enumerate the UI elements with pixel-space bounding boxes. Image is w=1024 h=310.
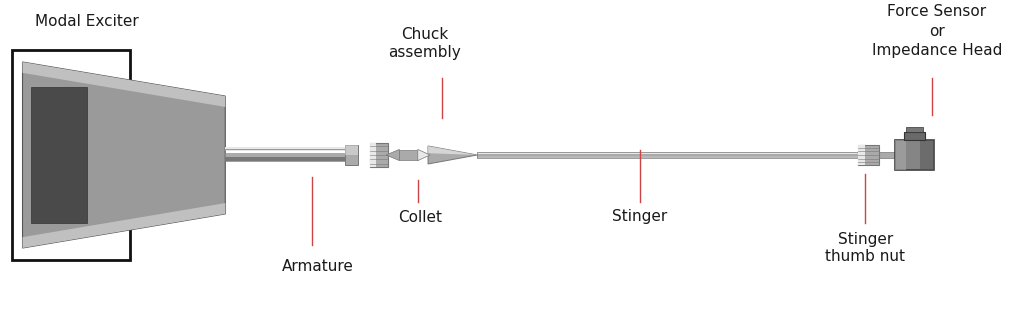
Bar [477, 156, 860, 158]
Bar [370, 143, 388, 167]
Text: Chuck
assembly: Chuck assembly [388, 27, 462, 60]
Bar [477, 152, 860, 158]
Polygon shape [428, 146, 477, 155]
Bar [906, 127, 923, 131]
Bar [345, 145, 358, 155]
Bar [895, 140, 906, 170]
Polygon shape [386, 149, 399, 161]
Bar [477, 154, 860, 156]
Polygon shape [418, 149, 430, 161]
Text: Modal Exciter: Modal Exciter [35, 14, 139, 29]
Bar [225, 153, 348, 157]
Polygon shape [23, 62, 225, 248]
Polygon shape [31, 87, 87, 223]
Bar [370, 143, 376, 167]
Bar [879, 152, 895, 158]
Bar [904, 131, 925, 140]
Text: Collet: Collet [398, 210, 441, 224]
Bar [399, 150, 418, 160]
Bar [12, 50, 130, 260]
Text: Stinger: Stinger [612, 210, 668, 224]
Polygon shape [23, 203, 225, 248]
Bar [895, 140, 934, 170]
Text: Stinger
thumb nut: Stinger thumb nut [825, 232, 905, 264]
Bar [345, 145, 358, 165]
Bar [225, 149, 348, 161]
Bar [225, 157, 348, 161]
Bar [858, 145, 879, 165]
Text: Armature: Armature [282, 259, 353, 274]
Bar [225, 147, 348, 151]
Text: Force Sensor
or
Impedance Head: Force Sensor or Impedance Head [871, 4, 1002, 58]
Bar [477, 152, 860, 154]
Polygon shape [428, 146, 477, 164]
Polygon shape [23, 62, 225, 107]
Bar [921, 140, 934, 170]
Bar [858, 145, 865, 165]
